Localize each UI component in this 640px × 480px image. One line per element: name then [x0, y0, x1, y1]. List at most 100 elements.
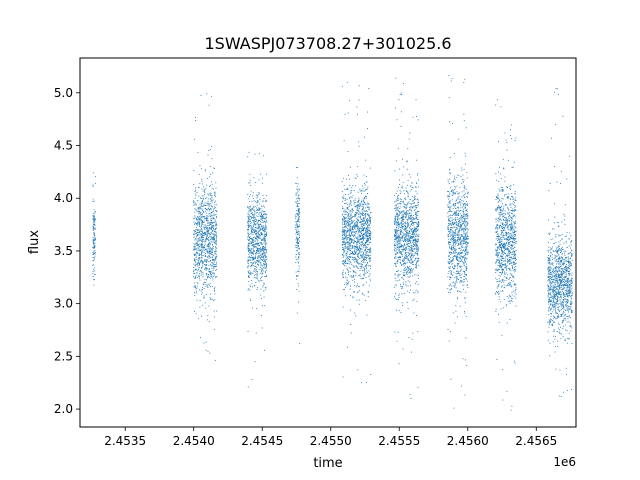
data-point — [212, 188, 214, 190]
data-point — [201, 220, 203, 222]
data-point — [260, 257, 261, 259]
data-point — [211, 276, 213, 278]
data-point — [466, 242, 468, 244]
data-point — [363, 246, 365, 248]
data-point — [94, 273, 95, 275]
data-point — [215, 276, 217, 278]
data-point — [463, 297, 465, 299]
data-point — [369, 239, 371, 241]
data-point — [260, 279, 262, 281]
data-point — [364, 262, 366, 264]
data-point — [193, 170, 195, 172]
data-point — [252, 257, 254, 259]
data-point — [417, 241, 419, 243]
data-point — [207, 204, 209, 206]
data-point — [254, 201, 256, 203]
data-point — [298, 208, 300, 210]
data-point — [369, 217, 371, 219]
data-point — [348, 245, 350, 247]
data-point — [265, 218, 267, 220]
data-point — [247, 228, 249, 230]
data-point — [213, 261, 215, 263]
data-point — [194, 260, 196, 262]
data-point — [200, 245, 202, 247]
data-point — [215, 229, 217, 231]
data-point — [197, 250, 199, 251]
data-point — [366, 246, 368, 248]
data-point — [459, 231, 461, 233]
data-point — [208, 245, 210, 247]
data-point — [198, 262, 200, 264]
data-point — [412, 239, 414, 241]
data-point — [351, 218, 352, 220]
data-point — [199, 214, 201, 216]
data-point — [399, 208, 401, 209]
data-point — [255, 257, 256, 259]
data-point — [264, 256, 266, 258]
data-point — [199, 250, 201, 251]
data-point — [404, 222, 406, 224]
data-point — [461, 178, 463, 180]
data-point — [409, 231, 411, 233]
data-point — [357, 236, 359, 238]
data-point — [355, 225, 357, 227]
data-point — [348, 282, 349, 284]
data-point — [199, 300, 201, 302]
data-point — [256, 241, 258, 243]
data-point — [397, 198, 398, 200]
data-point — [250, 266, 252, 268]
data-point — [410, 206, 412, 208]
data-point — [204, 259, 205, 261]
data-point — [261, 229, 263, 230]
data-point — [264, 243, 266, 245]
data-point — [367, 249, 369, 250]
data-point — [347, 204, 349, 206]
data-point — [260, 232, 262, 234]
data-point — [463, 120, 465, 122]
data-point — [198, 264, 200, 266]
data-point — [367, 251, 368, 253]
data-point — [207, 239, 209, 240]
data-point — [365, 181, 367, 183]
data-point — [92, 217, 94, 219]
data-point — [452, 244, 454, 246]
data-point — [213, 272, 215, 274]
data-point — [413, 206, 415, 208]
data-point — [361, 257, 363, 259]
data-point — [366, 268, 368, 270]
data-point — [195, 229, 196, 231]
data-point — [397, 259, 398, 261]
data-point — [361, 213, 363, 215]
data-point — [463, 238, 465, 240]
data-point — [254, 214, 256, 216]
data-point — [355, 264, 357, 266]
data-point — [408, 268, 410, 270]
data-point — [453, 239, 454, 241]
data-point — [256, 270, 258, 272]
data-point — [197, 216, 199, 218]
data-point — [404, 214, 406, 216]
data-point — [344, 244, 346, 246]
data-point — [456, 210, 458, 211]
data-point — [205, 285, 207, 287]
data-point — [366, 256, 368, 258]
data-point — [362, 261, 364, 263]
data-point — [410, 205, 412, 207]
data-point — [393, 249, 395, 251]
data-point — [262, 249, 263, 251]
data-point — [402, 249, 404, 251]
data-point — [364, 202, 366, 204]
data-point — [201, 247, 202, 249]
data-point — [350, 211, 352, 213]
data-point — [405, 257, 407, 259]
data-point — [403, 269, 405, 271]
data-point — [363, 203, 365, 205]
data-point — [406, 244, 408, 246]
data-point — [215, 231, 217, 233]
data-point — [202, 232, 204, 233]
data-point — [466, 223, 468, 225]
data-point — [413, 233, 415, 235]
data-point — [211, 251, 213, 253]
data-point — [247, 193, 249, 195]
data-point — [255, 252, 257, 254]
